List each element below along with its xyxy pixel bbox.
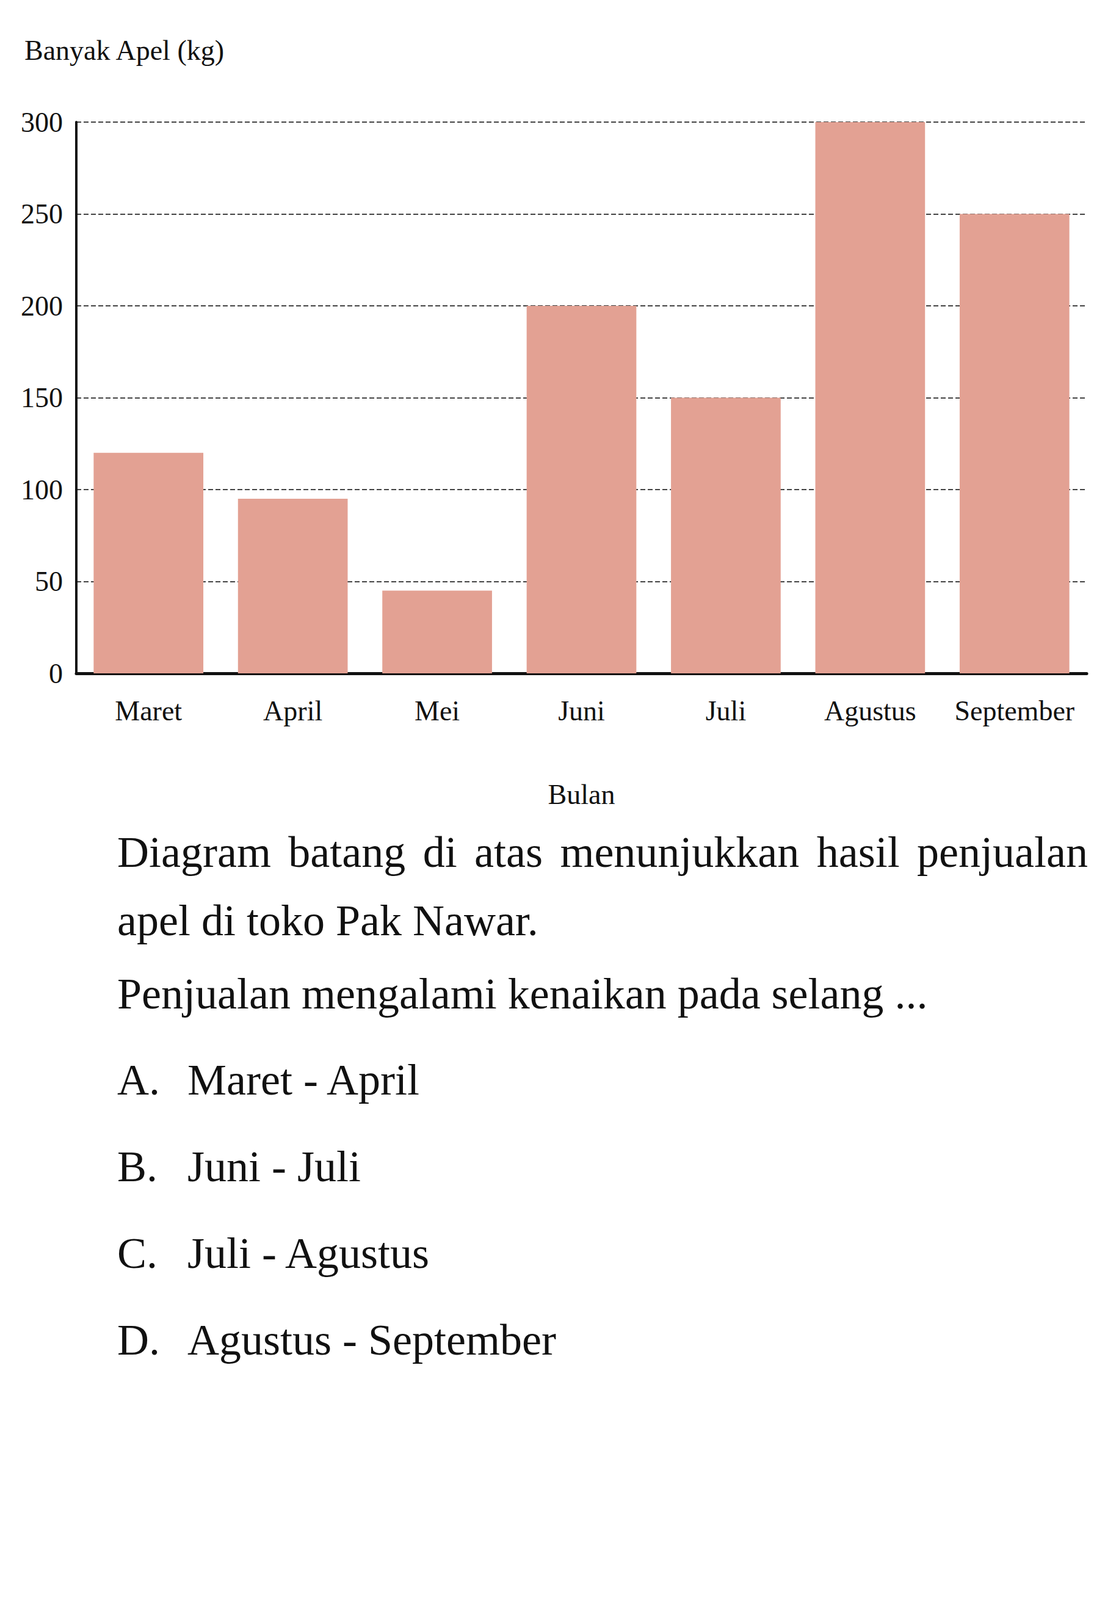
html-text:Juli - Agustus: Juli - Agustus [187, 1228, 430, 1278]
svg-text:Mei: Mei [414, 695, 460, 727]
svg-text:Maret: Maret [114, 695, 182, 727]
html-text:Penjualan mengalami kenaikan p: Penjualan mengalami kenaikan pada selang… [117, 969, 928, 1019]
svg-text:Bulan: Bulan [548, 778, 616, 811]
svg-text:100: 100 [20, 474, 63, 506]
svg-text:Juli: Juli [705, 695, 747, 727]
svg-text:50: 50 [34, 565, 63, 598]
html-text:Maret - April: Maret - April [187, 1055, 420, 1105]
svg-text:Agustus: Agustus [824, 695, 917, 727]
svg-text:0: 0 [48, 658, 63, 690]
html-text:Juni - Juli: Juni - Juli [187, 1142, 361, 1192]
html-text:Diagram batang di atas menunju: Diagram batang di atas menunjukkan hasil… [117, 827, 1088, 946]
svg-text:April: April [263, 695, 323, 727]
html-text:B.: B. [117, 1142, 158, 1192]
html-text:Agustus - September: Agustus - September [187, 1315, 557, 1365]
svg-text:300: 300 [20, 106, 63, 138]
html-text:A.: A. [117, 1055, 160, 1105]
svg-text:September: September [954, 695, 1075, 727]
svg-text:150: 150 [20, 382, 63, 414]
html-text:D.: D. [117, 1315, 160, 1365]
html-text:C.: C. [117, 1228, 158, 1278]
svg-text:Banyak Apel (kg): Banyak Apel (kg) [24, 34, 225, 66]
svg-text:200: 200 [20, 290, 63, 322]
svg-text:250: 250 [20, 198, 63, 230]
svg-text:Juni: Juni [557, 695, 606, 727]
